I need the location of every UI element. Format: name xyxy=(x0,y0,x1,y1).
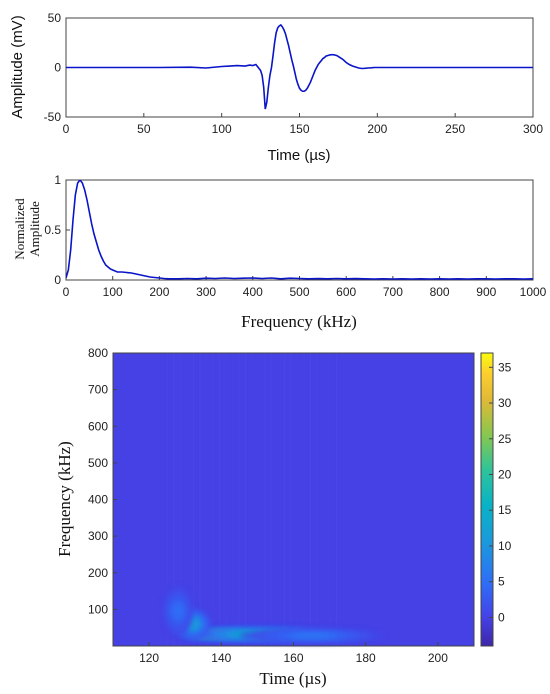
plot2-xtick-label: 900 xyxy=(476,285,496,299)
heatmap-contour xyxy=(294,633,329,638)
colorbar xyxy=(480,352,494,647)
plot3-xtick-label: 120 xyxy=(139,651,159,665)
plot2-xlabel: Frequency (kHz) xyxy=(241,312,357,331)
plot2-xtick-label: 800 xyxy=(430,285,450,299)
plot2-xtick-label: 1000 xyxy=(520,285,547,299)
plot3-xtick-label: 140 xyxy=(211,651,231,665)
plot1-xtick-label: 300 xyxy=(523,122,543,136)
colorbar-tick-label: 20 xyxy=(498,467,512,481)
heatmap-texture-stripe xyxy=(316,353,318,646)
heatmap-texture-stripe xyxy=(219,353,220,646)
spectrum-chart: 0 100 200 300 400 500 600 700 800 900 1000 0 0.5 1 F… xyxy=(12,173,547,331)
heatmap-texture-stripe xyxy=(245,353,246,646)
plot2-ylabel: Normalized Amplitude xyxy=(12,198,42,260)
colorbar-tick-label: 35 xyxy=(498,360,512,374)
plot1-ytick-label: 0 xyxy=(54,61,61,75)
plot1-xtick-label: 100 xyxy=(212,122,232,136)
plot3-xtick-label: 180 xyxy=(356,651,376,665)
plot1-xtick-label: 0 xyxy=(63,122,70,136)
heatmap-texture-stripe xyxy=(290,353,292,646)
heatmap-texture-stripe xyxy=(186,353,188,646)
heatmap-texture-stripe xyxy=(323,353,324,646)
heatmap-texture-stripe xyxy=(238,353,240,646)
amplitude-series-line xyxy=(66,23,533,110)
plot2-xtick-label: 300 xyxy=(196,285,216,299)
colorbar-tick-label: 5 xyxy=(498,575,505,589)
heatmap-contour xyxy=(174,605,182,618)
plot3-ytick-label: 800 xyxy=(88,346,108,360)
colorbar-tick-label: 30 xyxy=(498,396,512,410)
plot2-ylabel-line2: Amplitude xyxy=(27,201,42,257)
plot3-ytick-label: 300 xyxy=(88,529,108,543)
heatmap-texture-stripe xyxy=(232,353,233,646)
plot2-xtick-label: 200 xyxy=(149,285,169,299)
heatmap-texture-stripe xyxy=(310,353,311,646)
plot2-xtick-label: 700 xyxy=(383,285,403,299)
plot3-xlabel: Time (µs) xyxy=(259,669,326,688)
plot3-ytick-label: 500 xyxy=(88,456,108,470)
heatmap-texture-stripe xyxy=(329,353,331,646)
heatmap-texture-stripe xyxy=(251,353,253,646)
heatmap-texture-stripe xyxy=(173,353,175,646)
heatmap-texture-stripe xyxy=(206,353,207,646)
colorbar-tick-label: 0 xyxy=(498,610,505,624)
plot3-ytick-label: 600 xyxy=(88,419,108,433)
plot2-xtick-label: 600 xyxy=(336,285,356,299)
heatmap-texture-stripe xyxy=(212,353,214,646)
heatmap-texture-stripe xyxy=(225,353,227,646)
plot3-ylabel: Frequency (kHz) xyxy=(55,441,74,557)
colorbar-tick-label: 25 xyxy=(498,432,512,446)
heatmap-texture-stripe xyxy=(199,353,201,646)
heatmap-texture-stripe xyxy=(167,353,168,646)
heatmap-texture-stripe xyxy=(342,353,344,646)
heatmap-texture-stripe xyxy=(271,353,272,646)
heatmap-texture-stripe xyxy=(297,353,298,646)
plot3-ytick-label: 100 xyxy=(88,602,108,616)
plot1-xtick-label: 200 xyxy=(367,122,387,136)
normalized-amplitude-series-line xyxy=(66,180,533,280)
colorbar-tick-label: 15 xyxy=(498,503,512,517)
heatmap-texture-stripe xyxy=(193,353,194,646)
plot3-ytick-label: 400 xyxy=(88,493,108,507)
plot1-xtick-label: 50 xyxy=(137,122,151,136)
colorbar-tick-label: 10 xyxy=(498,539,512,553)
spectrogram-chart: 120 140 160 180 200 100200300400500600700800… xyxy=(55,346,512,688)
heatmap-texture-stripe xyxy=(264,353,266,646)
plot1-ylabel: Amplitude (mV) xyxy=(9,15,26,118)
plot2-ylabel-line1: Normalized xyxy=(12,198,27,260)
plot2-xtick-label: 500 xyxy=(289,285,309,299)
plot2-xtick-label: 100 xyxy=(103,285,123,299)
plot1-ytick-label: -50 xyxy=(44,110,62,124)
plot1-xlabel: Time (µs) xyxy=(267,147,330,164)
plot1-ytick-label: 50 xyxy=(48,11,62,25)
plot2-xtick-label: 400 xyxy=(243,285,263,299)
plot3-ytick-label: 700 xyxy=(88,383,108,397)
plot3-xtick-label: 200 xyxy=(428,651,448,665)
plot1-xtick-label: 250 xyxy=(445,122,465,136)
plot1-xtick-label: 150 xyxy=(289,122,309,136)
heatmap-texture-stripe xyxy=(258,353,259,646)
plot2-xtick-label: 0 xyxy=(63,285,70,299)
plot2-ytick-label: 0.5 xyxy=(44,223,61,237)
heatmap-texture-stripe xyxy=(180,353,181,646)
heatmap-texture-stripe xyxy=(277,353,279,646)
heatmap-texture-stripe xyxy=(284,353,285,646)
heatmap-texture-stripe xyxy=(303,353,305,646)
heatmap-texture-stripe xyxy=(336,353,337,646)
plot2-frame xyxy=(65,179,534,281)
plot2-ytick-label: 0 xyxy=(54,273,61,287)
plot2-ytick-label: 1 xyxy=(54,173,61,187)
plot3-ytick-label: 200 xyxy=(88,566,108,580)
plot3-xtick-label: 160 xyxy=(283,651,303,665)
